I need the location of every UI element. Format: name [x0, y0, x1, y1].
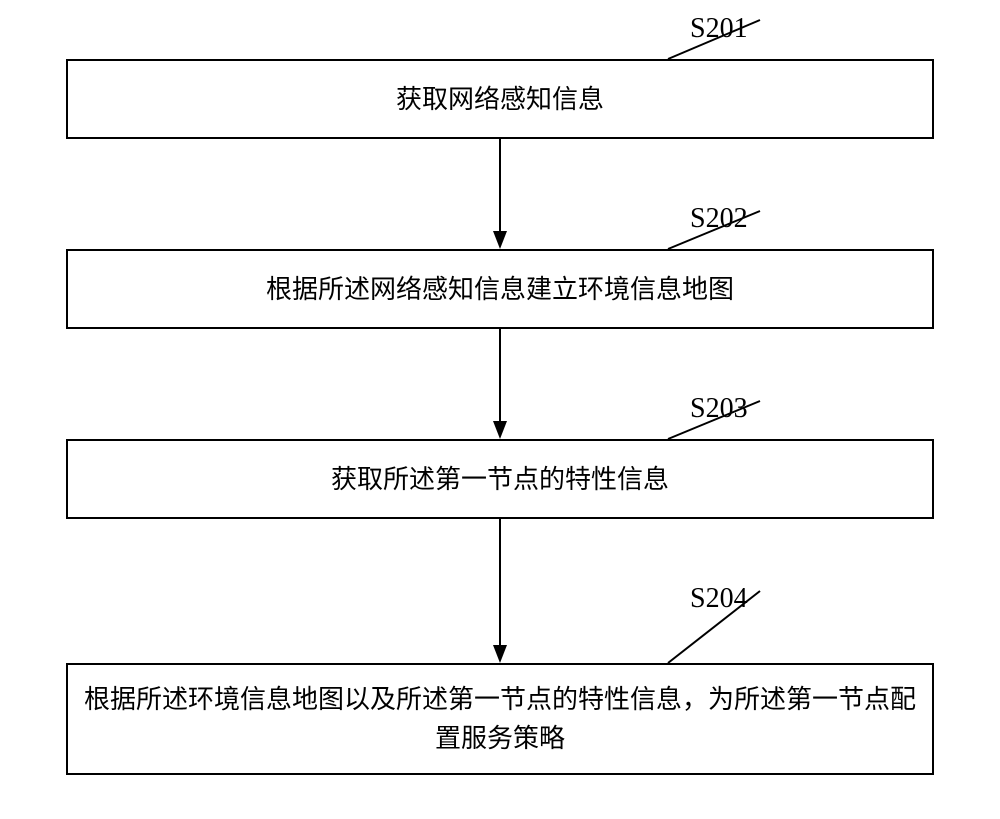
flow-arrow-2 — [480, 329, 520, 439]
step-text: 根据所述环境信息地图以及所述第一节点的特性信息，为所述第一节点配置服务策略 — [76, 680, 924, 758]
leader-line-s203 — [668, 401, 760, 439]
step-text: 获取网络感知信息 — [396, 80, 604, 119]
leader-line-s204 — [668, 591, 760, 663]
step-box-s201: 获取网络感知信息 — [66, 59, 934, 139]
step-box-s203: 获取所述第一节点的特性信息 — [66, 439, 934, 519]
flowchart-canvas: 获取网络感知信息S201根据所述网络感知信息建立环境信息地图S202获取所述第一… — [0, 0, 1000, 819]
step-box-s202: 根据所述网络感知信息建立环境信息地图 — [66, 249, 934, 329]
flow-arrow-3 — [480, 519, 520, 663]
step-box-s204: 根据所述环境信息地图以及所述第一节点的特性信息，为所述第一节点配置服务策略 — [66, 663, 934, 775]
step-text: 根据所述网络感知信息建立环境信息地图 — [266, 270, 734, 309]
flow-arrow-1 — [480, 139, 520, 249]
leader-line-s201 — [668, 20, 760, 59]
step-text: 获取所述第一节点的特性信息 — [331, 460, 669, 499]
leader-line-s202 — [668, 211, 760, 249]
